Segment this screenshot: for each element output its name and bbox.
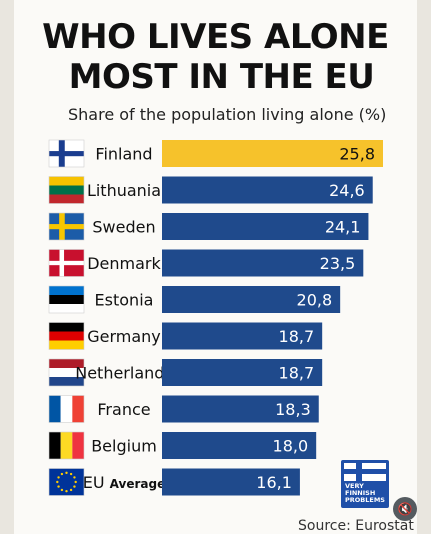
bar-eu-average xyxy=(162,468,300,496)
netherlands-flag-icon xyxy=(48,358,85,387)
country-label-denmark: Denmark xyxy=(87,254,161,273)
value-label-germany: 18,7 xyxy=(279,327,315,346)
value-label-finland: 25,8 xyxy=(339,145,375,164)
eu-average-flag-icon xyxy=(48,468,85,496)
country-label-part: EU xyxy=(83,473,110,492)
estonia-flag-icon xyxy=(48,285,85,314)
value-label-lithuania: 24,6 xyxy=(329,181,365,200)
bar-sweden xyxy=(162,213,369,240)
country-label-belgium: Belgium xyxy=(91,437,157,456)
chart-title-line-1: WHO LIVES ALONE xyxy=(42,17,389,57)
country-label-eu-average: EU Average xyxy=(83,473,165,492)
bar-netherlands xyxy=(162,359,323,386)
value-label-sweden: 24,1 xyxy=(325,218,361,237)
bar-estonia xyxy=(162,286,341,313)
bar-denmark xyxy=(162,249,364,277)
chart-title-line-2: MOST IN THE EU xyxy=(68,57,375,97)
country-label-germany: Germany xyxy=(87,327,161,346)
country-label-netherlands: Netherlands xyxy=(75,364,173,383)
finland-flag-icon xyxy=(48,139,85,168)
muted-speaker-icon: 🔇 xyxy=(397,502,413,516)
value-label-eu-average: 16,1 xyxy=(256,473,292,492)
bar-germany xyxy=(162,322,323,350)
value-label-estonia: 20,8 xyxy=(297,291,333,310)
country-label-france: France xyxy=(97,400,150,419)
country-label-lithuania: Lithuania xyxy=(87,181,161,200)
france-flag-icon xyxy=(48,395,85,423)
value-label-netherlands: 18,7 xyxy=(279,364,315,383)
mute-button[interactable]: 🔇 xyxy=(393,497,417,521)
sweden-flag-icon xyxy=(48,212,85,241)
value-label-belgium: 18,0 xyxy=(273,437,309,456)
denmark-flag-icon xyxy=(48,249,85,277)
lithuania-flag-icon xyxy=(48,176,85,204)
germany-flag-icon xyxy=(48,322,85,350)
bar-lithuania xyxy=(162,176,373,204)
source-note: Source: Eurostat xyxy=(298,518,414,534)
finnish-flag-icon xyxy=(344,463,386,481)
value-label-denmark: 23,5 xyxy=(320,254,356,273)
very-finnish-problems-logo: VERY FINNISH PROBLEMS xyxy=(341,460,389,508)
bar-france xyxy=(162,395,319,423)
bar-belgium xyxy=(162,432,317,459)
bar-finland xyxy=(162,140,383,167)
value-label-france: 18,3 xyxy=(275,400,311,419)
belgium-flag-icon xyxy=(48,431,85,460)
country-label-part: Average xyxy=(110,477,166,491)
country-label-sweden: Sweden xyxy=(92,218,155,237)
country-label-finland: Finland xyxy=(95,145,152,164)
logo-text: VERY FINNISH PROBLEMS xyxy=(345,482,385,504)
chart-subtitle: Share of the population living alone (%) xyxy=(68,105,387,124)
country-label-estonia: Estonia xyxy=(95,291,154,310)
